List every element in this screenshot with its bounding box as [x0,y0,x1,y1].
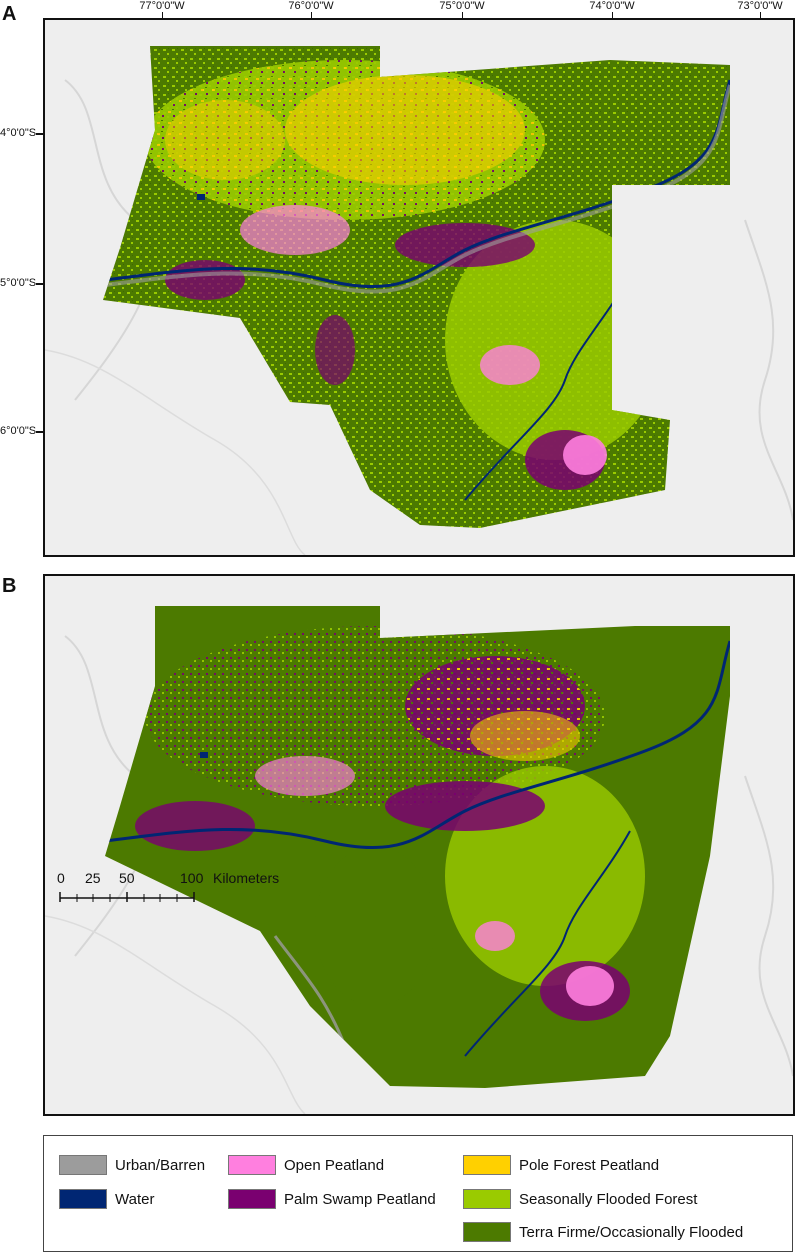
legend-item-urban-barren: Urban/Barren [59,1155,205,1175]
legend-item-pole-forest-peatland: Pole Forest Peatland [463,1155,659,1175]
legend-label: Urban/Barren [115,1156,206,1174]
legend-swatch [59,1155,107,1175]
legend-label: Water [115,1190,155,1208]
legend-label: Terra Firme/Occasionally Flooded [519,1223,744,1241]
legend-label: Palm Swamp Peatland [284,1190,436,1208]
latitude-label-4s: 4°0'0"S [0,127,37,139]
longitude-label-73w: 73°0'0"W [737,0,783,12]
legend-item-open-peatland: Open Peatland [228,1155,384,1175]
map-b-canvas [45,606,793,1114]
legend-label: Seasonally Flooded Forest [519,1190,698,1208]
scalebar-unit-label: Kilometers [213,870,280,886]
longitude-tick [760,12,761,20]
latitude-label-5s: 5°0'0"S [0,277,37,289]
legend-swatch [228,1155,276,1175]
longitude-label-75w: 75°0'0"W [439,0,485,12]
map-legend: Urban/Barren Water Open Peatland Palm Sw… [43,1135,793,1252]
scalebar-label-50: 50 [119,870,135,886]
legend-item-seasonally-flooded-forest: Seasonally Flooded Forest [463,1189,697,1209]
latitude-tick [36,431,44,433]
legend-swatch [59,1189,107,1209]
legend-item-palm-swamp-peatland: Palm Swamp Peatland [228,1189,436,1209]
panel-b-label: B [2,575,17,597]
legend-label: Pole Forest Peatland [519,1156,660,1174]
longitude-label-74w: 74°0'0"W [589,0,635,12]
map-panel-a [43,18,795,557]
longitude-label-77w: 77°0'0"W [139,0,185,12]
legend-swatch [463,1222,511,1242]
map-panel-b: 0 25 50 100 Kilometers [43,574,795,1116]
longitude-tick [311,12,312,20]
longitude-tick [462,12,463,20]
latitude-tick [36,283,44,285]
panel-a-label: A [2,3,17,25]
scalebar-label-0: 0 [57,870,65,886]
map-a-canvas [45,46,793,555]
scalebar [59,892,195,902]
longitude-tick [612,12,613,20]
legend-swatch [463,1189,511,1209]
scalebar-label-100: 100 [180,870,204,886]
latitude-label-6s: 6°0'0"S [0,425,37,437]
longitude-tick [162,12,163,20]
legend-swatch [463,1155,511,1175]
longitude-label-76w: 76°0'0"W [288,0,334,12]
legend-label: Open Peatland [284,1156,385,1174]
legend-swatch [228,1189,276,1209]
latitude-tick [36,133,44,135]
legend-item-terra-firme: Terra Firme/Occasionally Flooded [463,1222,743,1242]
scalebar-label-25: 25 [85,870,101,886]
legend-item-water: Water [59,1189,154,1209]
